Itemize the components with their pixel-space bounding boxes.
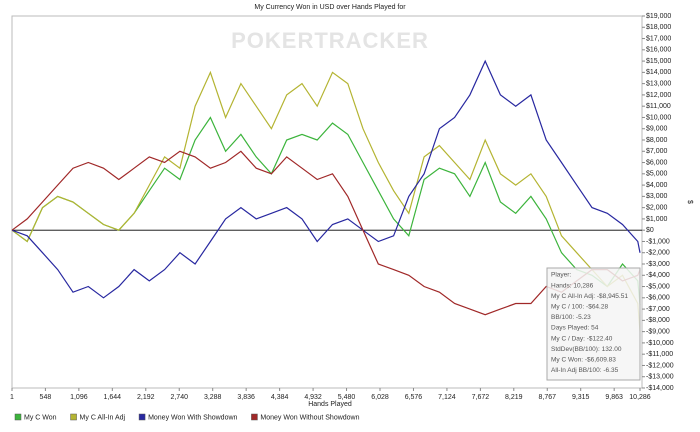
y-tick-label: -$1,000	[646, 238, 670, 245]
x-tick-label: 1,644	[104, 394, 122, 401]
legend-swatch[interactable]	[138, 413, 146, 421]
legend-label[interactable]: My C Won	[24, 414, 57, 421]
y-tick-label: $16,000	[646, 47, 671, 54]
legend-swatch[interactable]	[70, 413, 77, 421]
tooltip-line: BB/100: -5.23	[551, 314, 591, 321]
x-tick-label: 9,863	[605, 394, 623, 401]
y-tick-label: $12,000	[646, 92, 671, 99]
y-tick-label: -$6,000	[646, 295, 670, 302]
legend-swatch[interactable]	[14, 413, 22, 421]
y-tick-label: $17,000	[646, 35, 671, 42]
y-tick-label: $1,000	[646, 216, 668, 223]
y-axis-label: $	[686, 200, 693, 204]
tooltip-line: All-In Adj BB/100: -6.35	[551, 367, 619, 374]
x-tick-label: 2,192	[137, 394, 155, 401]
y-tick-label: $5,000	[646, 171, 668, 178]
y-tick-label: $2,000	[646, 204, 668, 211]
x-tick-label: 4,932	[304, 394, 322, 401]
x-tick-label: 10,286	[629, 394, 651, 401]
watermark: POKERTRACKER	[231, 28, 429, 53]
x-tick-label: 7,672	[472, 394, 490, 401]
x-tick-label: 3,288	[204, 394, 222, 401]
series-line	[11, 116, 641, 305]
tooltip-line: My C All-In Adj: -$8,945.51	[551, 293, 628, 300]
y-tick-label: $13,000	[646, 80, 671, 87]
x-tick-label: 4,384	[271, 394, 289, 401]
tooltip-line: My C / Day: -$122.40	[551, 335, 613, 342]
y-tick-label: -$2,000	[646, 250, 670, 257]
series-line	[11, 59, 641, 299]
y-tick-label: $11,000	[646, 103, 671, 110]
chart-title: My Currency Won in USD over Hands Played…	[254, 4, 406, 11]
x-tick-label: 548	[40, 394, 52, 401]
y-tick-label: $7,000	[646, 148, 668, 155]
y-tick-label: -$9,000	[646, 328, 670, 335]
y-tick-label: -$13,000	[646, 374, 674, 381]
legend-label[interactable]: Money Won With Showdown	[148, 414, 237, 421]
y-tick-label: $6,000	[646, 159, 668, 166]
x-tick-label: 6,028	[371, 394, 389, 401]
x-tick-label: 1,096	[70, 394, 88, 401]
x-tick-label: 8,219	[505, 394, 523, 401]
plot-border	[11, 15, 643, 389]
x-tick-label: 7,124	[438, 394, 456, 401]
y-tick-label: $4,000	[646, 182, 668, 189]
y-tick-label: $15,000	[646, 58, 671, 65]
legend-swatch[interactable]	[251, 413, 258, 421]
series-line	[11, 70, 641, 332]
x-tick-label: 8,767	[538, 394, 556, 401]
y-tick-label: -$8,000	[646, 317, 670, 324]
y-tick-label: $19,000	[646, 13, 671, 20]
y-tick-label: $0	[646, 227, 654, 234]
y-tick-label: -$11,000	[646, 351, 673, 358]
x-tick-label: 6,576	[405, 394, 423, 401]
tooltip-line: Days Played: 54	[551, 325, 599, 332]
tooltip-line: StdDev(BB/100): 132.00	[551, 346, 622, 353]
y-tick-label: $18,000	[646, 24, 671, 31]
y-tick-label: -$7,000	[646, 306, 670, 313]
x-tick-label: 5,480	[338, 394, 356, 401]
legend-label[interactable]: Money Won Without Showdown	[260, 414, 359, 421]
x-tick-label: 1	[10, 394, 14, 401]
series-line	[11, 150, 641, 316]
y-tick-label: -$5,000	[646, 283, 670, 290]
y-tick-label: -$12,000	[646, 362, 674, 369]
tooltip-line: Player:	[551, 272, 571, 279]
y-tick-label: -$14,000	[646, 385, 674, 392]
x-axis-label: Hands Played	[308, 401, 352, 408]
tooltip-line: Hands: 10,286	[551, 282, 594, 289]
tooltip-line: My C / 100: -$64.28	[551, 304, 608, 311]
x-tick-label: 3,836	[237, 394, 255, 401]
y-tick-label: -$3,000	[646, 261, 670, 268]
y-tick-label: $9,000	[646, 126, 668, 133]
y-tick-label: $3,000	[646, 193, 668, 200]
y-tick-label: $8,000	[646, 137, 668, 144]
y-tick-label: $14,000	[646, 69, 671, 76]
tooltip-line: My C Won: -$6,609.83	[551, 357, 616, 364]
y-tick-label: -$4,000	[646, 272, 670, 279]
x-tick-label: 2,740	[170, 394, 188, 401]
legend-label[interactable]: My C All-In Adj	[80, 414, 126, 421]
y-tick-label: $10,000	[646, 114, 671, 121]
tooltip: Player: Hands: 10,286 My C All-In Adj: -$8…	[546, 267, 641, 381]
y-tick-label: -$10,000	[646, 340, 674, 347]
x-tick-label: 9,315	[572, 394, 590, 401]
tooltip-box	[546, 267, 641, 381]
